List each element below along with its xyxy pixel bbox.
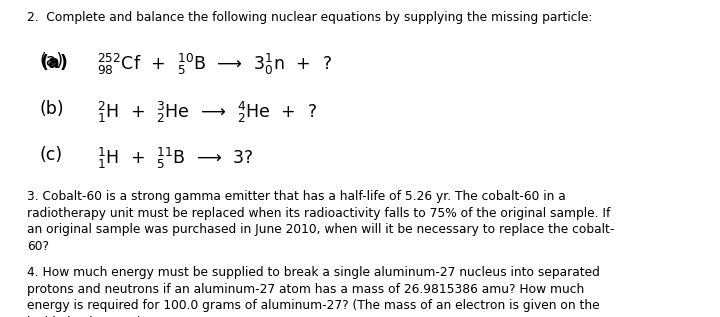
Text: $\mathregular{^{252}_{98}}$Cf $\,+\,$ $\mathregular{^{10}_{5}}$B $\,\longrightar: $\mathregular{^{252}_{98}}$Cf $\,+\,$ $\… — [97, 52, 332, 77]
Text: $\mathregular{^{2}_{1}}$H $\,+\,$ $\mathregular{^{3}_{2}}$He $\,\longrightarrow\: $\mathregular{^{2}_{1}}$H $\,+\,$ $\math… — [97, 100, 318, 125]
Text: $\mathbf{(a)}$: $\mathbf{(a)}$ — [40, 52, 68, 72]
Text: (b): (b) — [40, 100, 64, 118]
Text: $\mathregular{^{1}_{1}}$H $\,+\,$ $\mathregular{^{11}_{5}}$B $\,\longrightarrow\: $\mathregular{^{1}_{1}}$H $\,+\,$ $\math… — [97, 146, 254, 171]
Text: 2.  Complete and balance the following nuclear equations by supplying the missin: 2. Complete and balance the following nu… — [27, 11, 593, 24]
Text: (c): (c) — [40, 146, 63, 164]
Text: 4. How much energy must be supplied to break a single aluminum-27 nucleus into s: 4. How much energy must be supplied to b… — [27, 266, 600, 317]
Text: (a): (a) — [40, 52, 64, 70]
Text: 3. Cobalt-60 is a strong gamma emitter that has a half-life of 5.26 yr. The coba: 3. Cobalt-60 is a strong gamma emitter t… — [27, 190, 615, 253]
